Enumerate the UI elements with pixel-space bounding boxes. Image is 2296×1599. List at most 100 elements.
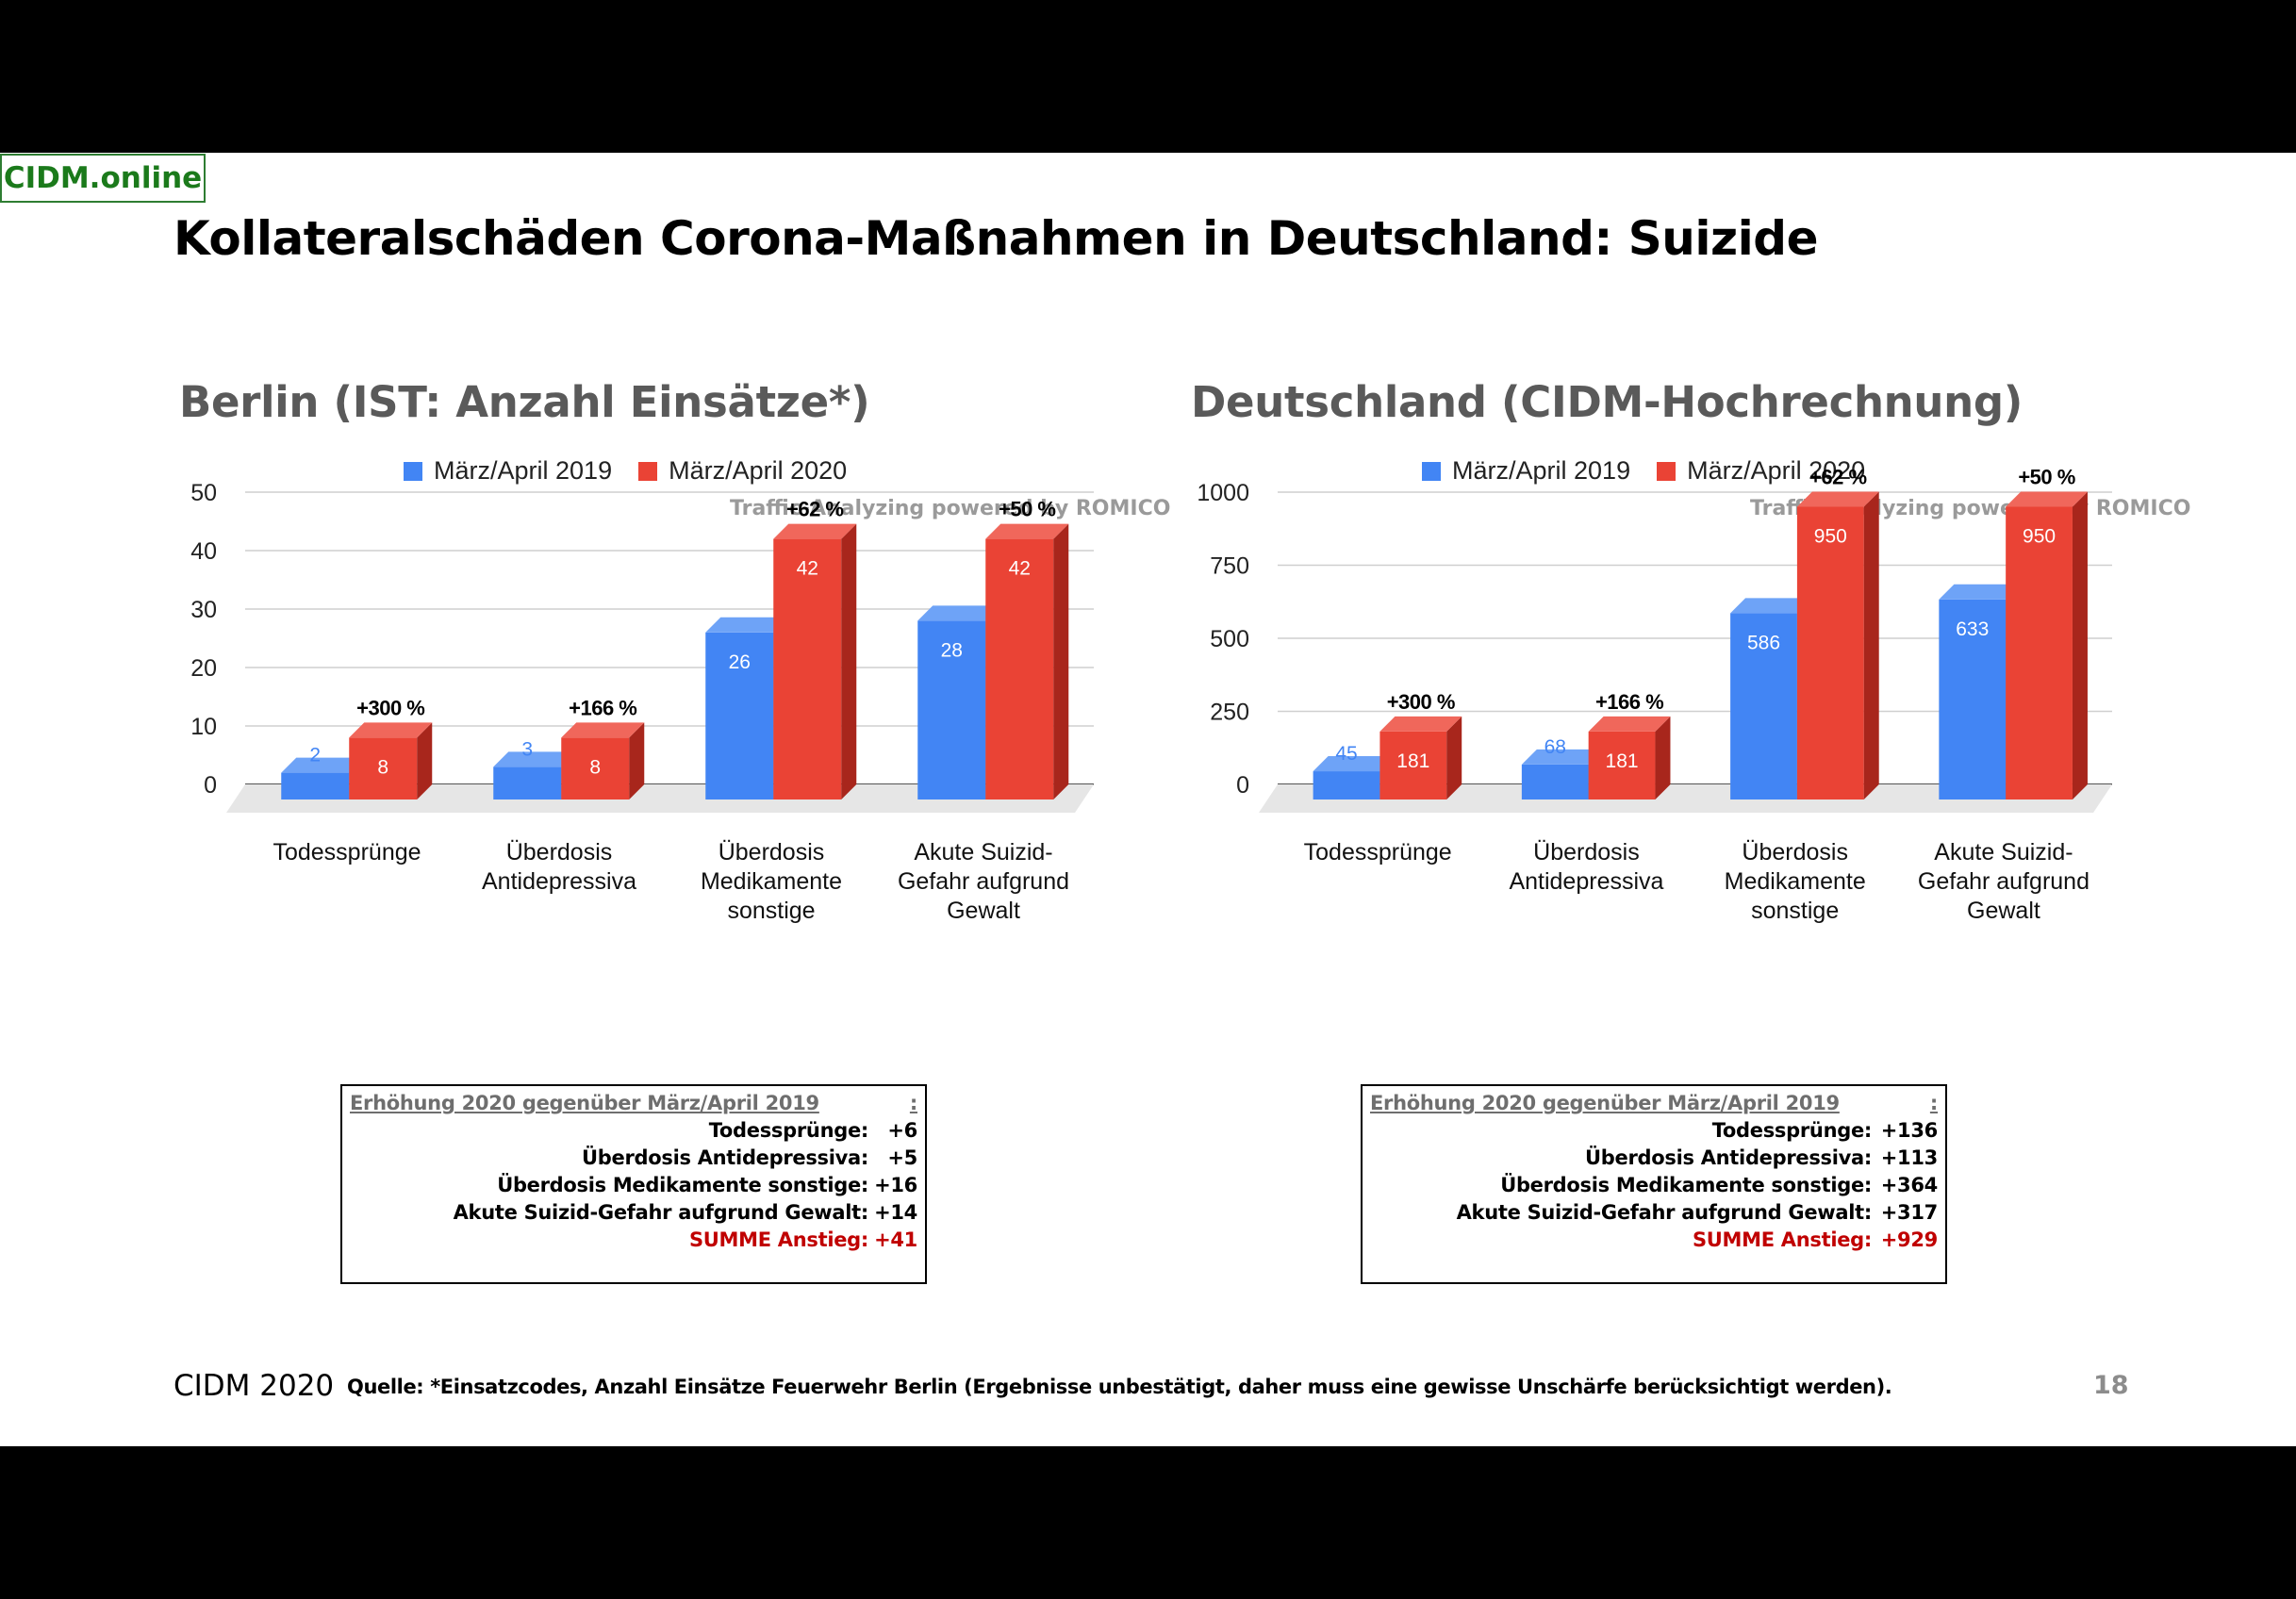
y-tick-label: 0	[204, 772, 217, 799]
summary-total-value: +929	[1880, 1228, 1939, 1251]
legend-label-2020: März/April 2020	[1687, 456, 1866, 485]
bar-2019-front	[281, 772, 350, 800]
category-label: Akute Suizid-	[914, 839, 1052, 865]
bar-2019-top	[1730, 598, 1812, 614]
chart-deutschland: 0 250 500 750 1000 45 181 +300 % Todessprünge 68 1…	[1188, 454, 2131, 1053]
bar-2020-side	[417, 722, 433, 800]
value-label-2020: 181	[1396, 750, 1429, 772]
bar-2020	[2006, 491, 2088, 800]
legend-label-2020: März/April 2020	[669, 456, 848, 485]
bar-2020-top	[1379, 716, 1462, 732]
summary-value: +317	[1880, 1201, 1939, 1224]
summary-label: Überdosis Antidepressiva:	[582, 1146, 868, 1169]
increase-annotation: +166 %	[1595, 690, 1663, 714]
footer-source: Quelle: *Einsatzcodes, Anzahl Einsätze F…	[347, 1376, 1892, 1398]
slide: CIDM.online Kollateralschäden Corona-Maß…	[0, 153, 2296, 1446]
legend-item-2020: März/April 2020	[638, 456, 847, 486]
bar-2020-top	[1588, 716, 1671, 732]
chart-svg-deutschland: 0 250 500 750 1000 45 181 +300 % Todessprünge 68 1…	[1197, 466, 2112, 924]
summary-total-label: SUMME Anstieg:	[688, 1228, 868, 1251]
value-label-2019: 68	[1544, 736, 1566, 758]
chart-floor	[1259, 784, 2112, 813]
bar-2020-side	[1446, 716, 1462, 800]
summary-box-berlin: Erhöhung 2020 gegenüber März/April 2019 …	[340, 1084, 927, 1284]
bar-2020-front	[349, 737, 418, 800]
value-label-2020: 42	[797, 558, 818, 580]
increase-annotation: +300 %	[1387, 690, 1455, 714]
summary-heading: Erhöhung 2020 gegenüber März/April 2019 …	[350, 1092, 917, 1114]
summary-row: Todessprünge: +136	[1370, 1119, 1939, 1142]
summary-value: +6	[887, 1119, 917, 1142]
value-label-2019: 586	[1747, 632, 1780, 653]
increase-annotation: +166 %	[569, 696, 636, 719]
legend-item-2019: März/April 2019	[1422, 456, 1630, 486]
legend-item-2019: März/April 2019	[404, 456, 612, 486]
summary-heading: Erhöhung 2020 gegenüber März/April 2019 …	[1370, 1092, 1938, 1114]
brand-logo[interactable]: CIDM.online	[0, 154, 206, 203]
summary-row: Akute Suizid-Gefahr aufgrund Gewalt: +14	[350, 1201, 918, 1224]
chart-berlin: 0 10 20 30 40 50 2 8 +300 % Todessprünge 3 8 +166 % Ü…	[170, 454, 1113, 1053]
value-label-2020: 8	[377, 756, 388, 778]
chart-title-deutschland: Deutschland (CIDM-Hochrechnung)	[1191, 377, 2023, 427]
bar-2019-front	[1313, 771, 1380, 800]
bar-2020-side	[1053, 523, 1069, 800]
summary-box-deutschland: Erhöhung 2020 gegenüber März/April 2019 …	[1361, 1084, 1947, 1284]
value-label-2019: 2	[309, 745, 321, 767]
category-label: Gefahr aufgrund	[1918, 868, 2090, 895]
bar-2020-top	[1796, 491, 1879, 507]
bar-2020-side	[2072, 491, 2088, 800]
summary-row: Überdosis Antidepressiva: +113	[1370, 1146, 1938, 1169]
increase-annotation: +50 %	[2018, 466, 2075, 489]
bar-2020-front	[2006, 506, 2073, 800]
bar-2019-front	[705, 632, 774, 800]
y-tick-label: 20	[190, 655, 217, 682]
bar-2019-top	[493, 751, 577, 767]
bar-2019-front	[1521, 764, 1589, 800]
category-label: sonstige	[727, 898, 815, 924]
bar-2020-front	[1588, 731, 1656, 800]
bar-2019-top	[1313, 756, 1396, 772]
bar-2020-front	[1379, 731, 1447, 800]
value-label-2020: 950	[1814, 526, 1847, 548]
summary-value: +113	[1880, 1146, 1939, 1169]
legend-swatch-2020	[1657, 461, 1677, 481]
legend-deutschland: März/April 2019 März/April 2020	[1422, 456, 1865, 486]
summary-row: Akute Suizid-Gefahr aufgrund Gewalt: +317	[1370, 1201, 1939, 1224]
bar-2020-front	[561, 737, 630, 800]
summary-label: Überdosis Medikamente sonstige:	[497, 1174, 868, 1196]
bar-2019-front	[493, 767, 562, 800]
bar-2019-front	[1939, 599, 2007, 800]
summary-value: +16	[874, 1174, 917, 1196]
bar-2019-top	[705, 617, 789, 633]
bar-2019-top	[281, 757, 365, 773]
y-tick-label: 40	[190, 538, 217, 565]
increase-annotation: +50 %	[999, 498, 1056, 521]
category-label: Antidepressiva	[482, 868, 636, 895]
summary-row: Todessprünge: +6	[350, 1119, 918, 1142]
bar-2020	[773, 523, 857, 800]
value-label-2020: 8	[589, 756, 601, 778]
category-label: Überdosis	[1742, 839, 1848, 865]
bar-2019-top	[1939, 584, 2022, 600]
summary-total-label: SUMME Anstieg:	[1692, 1228, 1872, 1251]
legend-swatch-2020	[638, 461, 658, 481]
value-label-2020: 181	[1606, 750, 1639, 772]
footer-label: CIDM 2020	[173, 1369, 335, 1403]
bar-2020	[985, 523, 1069, 800]
category-label: Gefahr aufgrund	[898, 868, 1069, 895]
summary-total-row: SUMME Anstieg: +929	[1370, 1228, 1938, 1251]
summary-total-value: +41	[874, 1228, 917, 1251]
y-tick-label: 10	[190, 714, 217, 740]
category-label: Medikamente	[1725, 868, 1866, 895]
bar-2020-side	[1655, 716, 1671, 800]
bar-2020-top	[2006, 491, 2088, 507]
bar-2020-front	[773, 538, 842, 800]
legend-berlin: März/April 2019 März/April 2020	[404, 456, 847, 486]
summary-value: +136	[1880, 1119, 1939, 1142]
y-tick-label: 500	[1210, 626, 1249, 652]
legend-swatch-2019	[404, 461, 422, 481]
y-tick-label: 0	[1236, 772, 1249, 799]
summary-row: Überdosis Antidepressiva: +5	[350, 1146, 917, 1169]
bar-2020-top	[773, 523, 857, 539]
